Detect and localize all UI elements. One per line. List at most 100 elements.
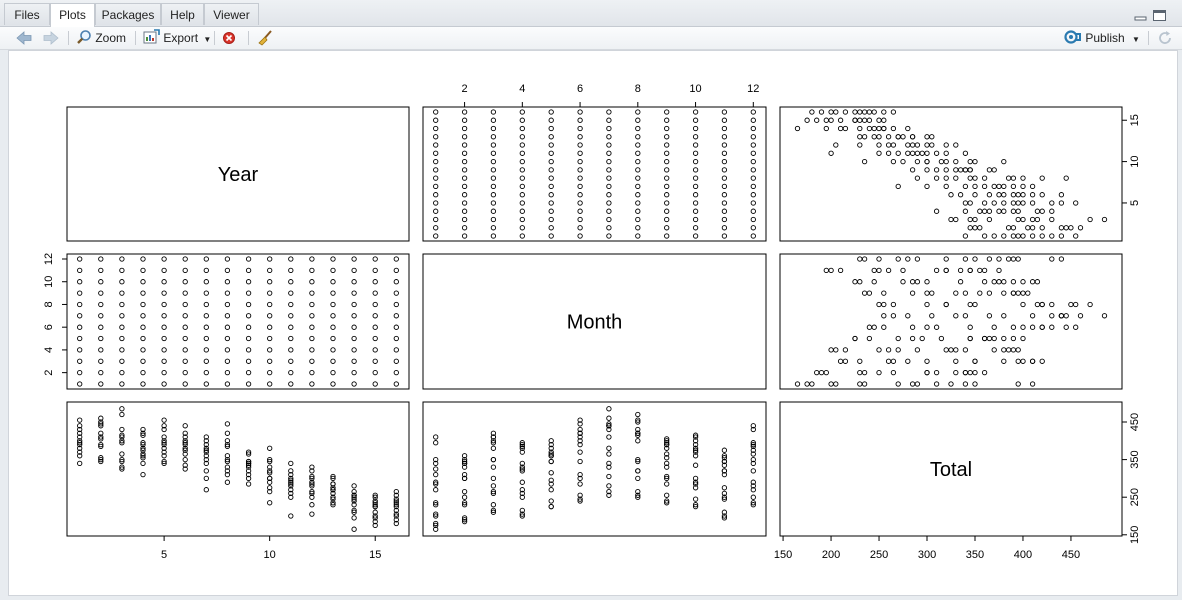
zoom-button[interactable]: Zoom bbox=[76, 29, 126, 47]
tab-help[interactable]: Help bbox=[161, 3, 204, 25]
data-point bbox=[224, 335, 231, 342]
data-point bbox=[119, 324, 125, 330]
data-point bbox=[857, 125, 863, 132]
tab-plots[interactable]: Plots bbox=[50, 3, 95, 27]
data-point bbox=[943, 301, 949, 308]
data-point bbox=[1049, 256, 1055, 262]
data-point bbox=[330, 473, 336, 480]
data-point bbox=[548, 208, 554, 214]
data-point bbox=[606, 445, 612, 451]
data-point bbox=[351, 279, 357, 285]
export-menu[interactable]: Export ▼ bbox=[143, 29, 211, 47]
data-point bbox=[1010, 175, 1017, 181]
data-point bbox=[957, 267, 964, 274]
data-point bbox=[895, 134, 901, 140]
data-point bbox=[119, 290, 125, 296]
data-point bbox=[885, 134, 892, 140]
data-point bbox=[309, 473, 315, 480]
data-point bbox=[548, 142, 554, 148]
data-point bbox=[635, 432, 641, 438]
data-point bbox=[857, 279, 863, 285]
data-point bbox=[991, 233, 997, 239]
data-point bbox=[909, 335, 916, 342]
data-point bbox=[161, 381, 167, 387]
data-point bbox=[1049, 216, 1055, 223]
data-point bbox=[433, 216, 439, 223]
data-point bbox=[986, 167, 993, 173]
data-point bbox=[267, 475, 273, 482]
data-point bbox=[953, 358, 959, 364]
panel-frame bbox=[66, 401, 410, 537]
data-point bbox=[967, 175, 973, 181]
data-point bbox=[433, 134, 439, 140]
data-point bbox=[1001, 279, 1007, 285]
data-point bbox=[393, 496, 399, 502]
data-point bbox=[433, 142, 439, 148]
refresh-button[interactable] bbox=[1156, 29, 1174, 47]
data-point bbox=[140, 460, 146, 467]
data-point bbox=[986, 335, 993, 342]
data-point bbox=[1063, 225, 1069, 231]
data-point bbox=[861, 158, 868, 165]
data-point bbox=[224, 441, 231, 448]
data-point bbox=[267, 369, 273, 376]
data-point bbox=[161, 301, 167, 308]
data-point bbox=[828, 150, 834, 156]
data-point bbox=[721, 175, 728, 181]
data-point bbox=[692, 167, 699, 173]
data-point bbox=[140, 313, 146, 319]
data-point bbox=[981, 279, 988, 285]
back-button[interactable] bbox=[15, 29, 33, 47]
data-point bbox=[635, 150, 641, 156]
data-point bbox=[182, 313, 188, 319]
data-point bbox=[876, 267, 882, 274]
data-point bbox=[962, 369, 969, 376]
data-point bbox=[914, 381, 921, 387]
data-point bbox=[161, 369, 167, 376]
data-point bbox=[372, 498, 378, 504]
data-point bbox=[962, 233, 969, 239]
data-point bbox=[372, 335, 378, 342]
data-point bbox=[818, 369, 825, 376]
data-point bbox=[1001, 208, 1007, 214]
data-point bbox=[224, 468, 231, 474]
data-point bbox=[393, 492, 399, 498]
data-point bbox=[490, 183, 497, 190]
data-point bbox=[548, 233, 554, 239]
data-point bbox=[203, 434, 209, 440]
data-point bbox=[288, 490, 294, 497]
maximize-icon[interactable] bbox=[1153, 8, 1166, 21]
data-point bbox=[924, 158, 930, 165]
data-point bbox=[881, 109, 887, 115]
data-point bbox=[664, 167, 670, 173]
data-point bbox=[351, 381, 357, 387]
forward-button[interactable] bbox=[42, 29, 60, 47]
data-point bbox=[750, 175, 756, 181]
data-point bbox=[721, 208, 728, 214]
data-point bbox=[288, 483, 294, 489]
remove-plot-button[interactable] bbox=[221, 29, 237, 47]
minimize-icon[interactable] bbox=[1134, 8, 1147, 21]
clear-plots-button[interactable] bbox=[256, 29, 274, 47]
data-point bbox=[309, 490, 315, 497]
data-point bbox=[182, 451, 188, 457]
data-point bbox=[461, 515, 468, 521]
data-point bbox=[842, 347, 849, 353]
data-point bbox=[203, 335, 209, 342]
data-point bbox=[119, 456, 125, 463]
tab-packages[interactable]: Packages bbox=[95, 3, 161, 25]
data-point bbox=[664, 492, 670, 498]
publish-menu[interactable]: Publish ▼ bbox=[1064, 29, 1140, 47]
data-point bbox=[1001, 183, 1007, 190]
data-point bbox=[372, 381, 378, 387]
data-point bbox=[692, 438, 699, 444]
data-point bbox=[750, 167, 756, 173]
data-point bbox=[1001, 335, 1007, 342]
tab-files[interactable]: Files bbox=[4, 3, 50, 25]
data-point bbox=[962, 150, 969, 156]
tab-viewer[interactable]: Viewer bbox=[204, 3, 259, 25]
axis-tick-label: 5 bbox=[161, 549, 167, 561]
data-point bbox=[606, 415, 612, 421]
data-point bbox=[909, 167, 916, 173]
data-point bbox=[953, 142, 959, 148]
